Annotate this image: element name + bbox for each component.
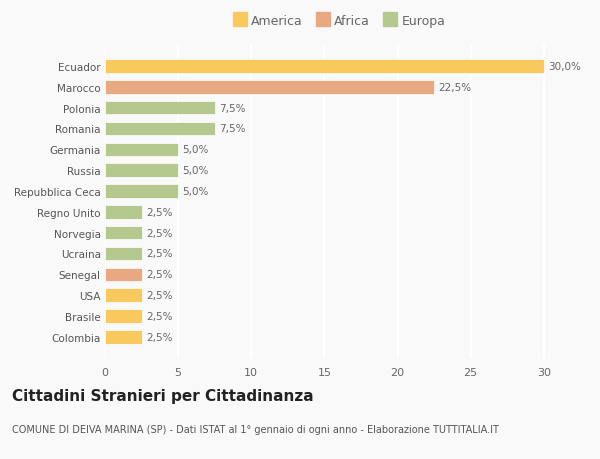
Text: 5,0%: 5,0% <box>182 145 209 155</box>
Text: Cittadini Stranieri per Cittadinanza: Cittadini Stranieri per Cittadinanza <box>12 388 314 403</box>
Text: 7,5%: 7,5% <box>219 103 245 113</box>
Legend: America, Africa, Europa: America, Africa, Europa <box>229 11 449 32</box>
Bar <box>105 268 142 281</box>
Text: 2,5%: 2,5% <box>146 291 172 301</box>
Text: 2,5%: 2,5% <box>146 249 172 259</box>
Text: COMUNE DI DEIVA MARINA (SP) - Dati ISTAT al 1° gennaio di ogni anno - Elaborazio: COMUNE DI DEIVA MARINA (SP) - Dati ISTAT… <box>12 425 499 435</box>
Text: 2,5%: 2,5% <box>146 207 172 218</box>
Text: 5,0%: 5,0% <box>182 166 209 176</box>
Bar <box>105 60 544 73</box>
Bar <box>105 206 142 219</box>
Bar <box>105 164 178 178</box>
Bar <box>105 143 178 157</box>
Bar <box>105 81 434 95</box>
Text: 2,5%: 2,5% <box>146 270 172 280</box>
Bar <box>105 185 178 198</box>
Bar <box>105 101 215 115</box>
Text: 7,5%: 7,5% <box>219 124 245 134</box>
Text: 2,5%: 2,5% <box>146 332 172 342</box>
Bar <box>105 309 142 323</box>
Text: 2,5%: 2,5% <box>146 311 172 321</box>
Bar <box>105 330 142 344</box>
Text: 5,0%: 5,0% <box>182 186 209 196</box>
Bar <box>105 247 142 261</box>
Bar <box>105 226 142 240</box>
Text: 22,5%: 22,5% <box>439 83 472 93</box>
Bar <box>105 123 215 136</box>
Bar <box>105 289 142 302</box>
Text: 30,0%: 30,0% <box>548 62 581 72</box>
Text: 2,5%: 2,5% <box>146 228 172 238</box>
